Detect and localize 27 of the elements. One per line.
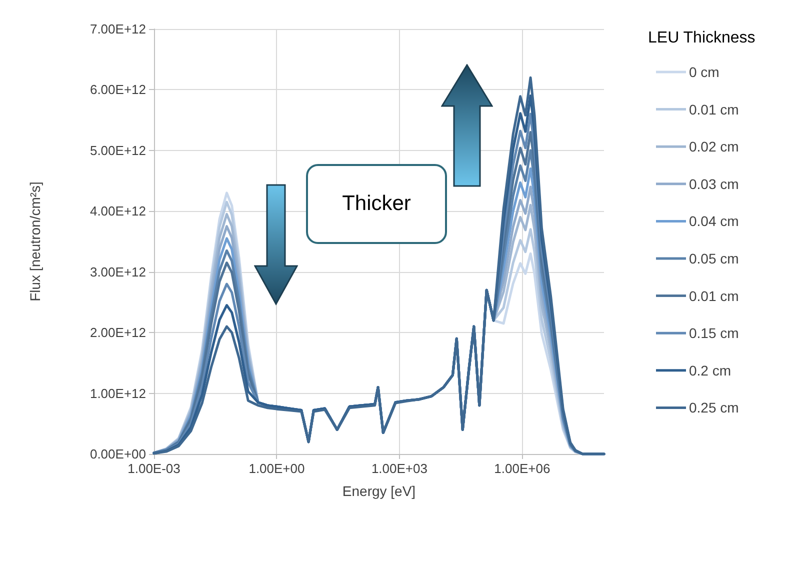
x-tick-label: 1.00E+03: [371, 461, 428, 476]
y-tick-label: 5.00E+12: [90, 142, 146, 158]
y-tick-label: 6.00E+12: [90, 82, 146, 98]
legend-label: 0.01 cm: [689, 101, 739, 118]
x-axis-title: Energy [eV]: [342, 483, 416, 499]
y-tick-label: 4.00E+12: [90, 204, 146, 219]
legend-label: 0.02 cm: [689, 138, 739, 155]
legend-label: 0.2 cm: [689, 362, 732, 378]
legend-label: 0.15 cm: [689, 325, 739, 342]
legend-label: 0.03 cm: [689, 176, 739, 192]
y-tick-label: 2.00E+12: [90, 325, 146, 340]
y-tick-label: 3.00E+12: [90, 264, 146, 280]
legend-label: 0.01 cm: [689, 288, 739, 304]
callout-box: Thicker: [306, 164, 447, 244]
x-tick-label: 1.00E-03: [128, 461, 180, 476]
x-tick-label: 1.00E+06: [494, 461, 550, 476]
legend-title: LEU Thickness: [648, 30, 756, 46]
legend-label: 0.25 cm: [689, 400, 739, 416]
legend-label: 0.05 cm: [689, 250, 739, 266]
y-tick-label: 7.00E+12: [90, 22, 146, 36]
x-tick-label: 1.00E+00: [248, 461, 305, 476]
y-tick-label: 0.00E+00: [90, 446, 146, 462]
legend-label: 0 cm: [689, 64, 720, 80]
annotation: Thicker: [342, 192, 411, 216]
y-axis-title: Flux [neutron/cm²s]: [27, 182, 43, 302]
y-tick-label: 1.00E+12: [90, 386, 146, 401]
legend-label: 0.04 cm: [689, 213, 739, 230]
